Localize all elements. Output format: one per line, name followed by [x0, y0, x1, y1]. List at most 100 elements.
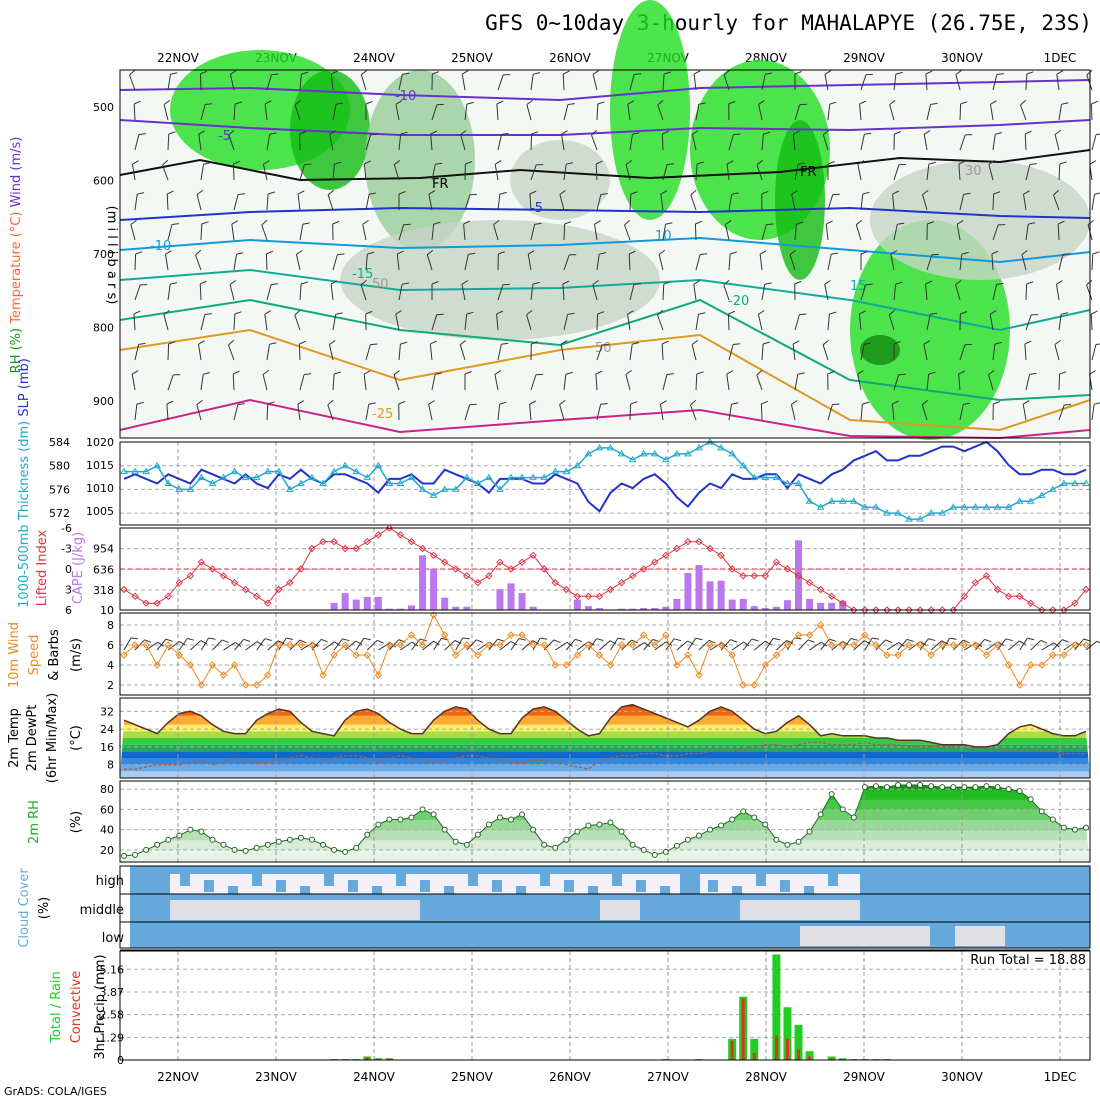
wind10-barb: [853, 640, 865, 651]
upper-wind-barb-flag: [857, 370, 864, 375]
thickness-point: [308, 473, 316, 481]
upper-wind-barb-flag: [271, 73, 279, 76]
upper-wind-barb: [560, 344, 565, 361]
rh-point: [198, 828, 205, 835]
upper-wind-barb: [625, 374, 631, 391]
upper-wind-barb-flag: [963, 192, 971, 195]
upper-wind-barb: [1058, 104, 1062, 121]
upper-wind-barb-flag: [203, 162, 211, 165]
wind10-barb-flag: [751, 638, 759, 642]
upper-wind-barb: [299, 224, 304, 241]
upper-wind-barb-flag: [792, 340, 800, 345]
upper-wind-barb-flag: [526, 309, 533, 316]
rh-point: [673, 842, 680, 849]
lifted-index-point: [651, 558, 659, 566]
upper-wind-barb-flag: [832, 193, 840, 196]
wind10-label-1-part: 10m Wind: [7, 622, 22, 688]
wind10-point: [363, 651, 371, 659]
upper-wind-barb-flag: [988, 369, 995, 376]
wind10-barb-flag: [687, 640, 694, 645]
rh-line: [123, 784, 1087, 857]
upper-wind-barb: [1024, 343, 1027, 361]
thickness-point: [551, 467, 560, 475]
upper-wind-barb: [1090, 103, 1093, 121]
rh-point: [530, 826, 537, 833]
upper-wind-barb: [132, 164, 136, 181]
cape-bar: [430, 569, 438, 610]
wind10-point: [673, 661, 681, 669]
upper-wind-barb-flag: [395, 100, 403, 105]
wind10-barb: [499, 641, 512, 651]
wind10-point: [761, 661, 770, 669]
cape-bar: [595, 608, 603, 610]
rh-band: [120, 809, 1090, 820]
lifted-index-point: [164, 592, 172, 601]
wind10-barb: [1030, 639, 1042, 651]
temp-label-3: (6hr Min/Max): [45, 693, 60, 783]
upper-wind-barb: [794, 104, 801, 121]
lifted-index-point: [1015, 592, 1024, 601]
upper-wind-barb: [723, 74, 730, 91]
precip-total-bar: [794, 1024, 803, 1060]
upper-wind-barb-flag: [299, 340, 307, 345]
upper-wind-barb-flag: [559, 189, 566, 195]
lifted-index-point: [1004, 592, 1013, 601]
wind10-barb: [919, 638, 929, 651]
wind10-barb-flag: [334, 641, 341, 647]
upper-wind-barb: [728, 194, 733, 211]
wind10-barb-flag: [411, 641, 418, 647]
thickness-point: [805, 497, 814, 504]
upper-wind-barb-flag: [595, 370, 603, 375]
lifted-index-point: [628, 572, 637, 580]
wind10-barb: [510, 638, 520, 651]
wind10-panel-frame: [119, 612, 1091, 696]
slp-panel-label-part: SLP (mb): [17, 358, 32, 417]
cloud-gap: [492, 880, 502, 892]
lifted-index-point: [429, 551, 438, 560]
lifted-index-point: [131, 592, 139, 601]
upper-wind-barb-flag: [628, 250, 636, 255]
wind10-point: [463, 641, 471, 649]
wind10-barb: [411, 638, 421, 651]
upper-wind-barb-flag: [529, 190, 537, 195]
upper-wind-barb-flag: [198, 130, 206, 135]
upper-wind-barb: [295, 254, 301, 271]
lifted-index-label-part: Lifted Index: [35, 529, 50, 606]
upper-wind-barb: [131, 374, 136, 391]
upper-wind-barb: [594, 224, 598, 241]
precip-ytick: 2.58: [100, 1009, 125, 1022]
upper-ytick: 500: [93, 101, 114, 114]
wind10-point: [872, 641, 880, 649]
date-label-top: 26NOV: [549, 51, 591, 65]
precip-convective-bar: [797, 1049, 801, 1060]
upper-wind-barb: [1025, 283, 1028, 301]
rh-point: [519, 811, 526, 818]
upper-wind-barb: [595, 163, 598, 181]
upper-wind-barb: [494, 374, 499, 391]
upper-wind-barb-flag: [988, 159, 995, 165]
upper-wind-barb: [992, 224, 999, 241]
wind10-barb: [466, 639, 477, 651]
upper-wind-barb: [893, 224, 898, 241]
upper-wind-barb-flag: [658, 249, 666, 255]
upper-wind-barb: [430, 134, 433, 151]
thickness-point: [695, 443, 703, 451]
upper-wind-barb-flag: [430, 340, 437, 345]
wind10-barb: [245, 641, 258, 651]
wind10-barb: [1041, 642, 1055, 651]
upper-wind-barb-flag: [827, 161, 835, 165]
lifted-index-point: [971, 578, 980, 587]
upper-wind-barb-flag: [832, 403, 840, 406]
upper-wind-barb-flag: [205, 103, 213, 105]
upper-wind-barb: [792, 134, 796, 151]
upper-wind-barb: [360, 74, 367, 91]
upper-wind-barb: [661, 343, 664, 361]
upper-wind-barb: [363, 374, 367, 391]
thickness-point: [949, 503, 958, 510]
upper-wind-barb: [200, 314, 206, 331]
upper-wind-barb: [629, 284, 635, 301]
upper-wind-barb-flag: [829, 311, 837, 315]
upper-wind-barb-flag: [426, 250, 434, 256]
upper-wind-barb-flag: [894, 131, 901, 135]
